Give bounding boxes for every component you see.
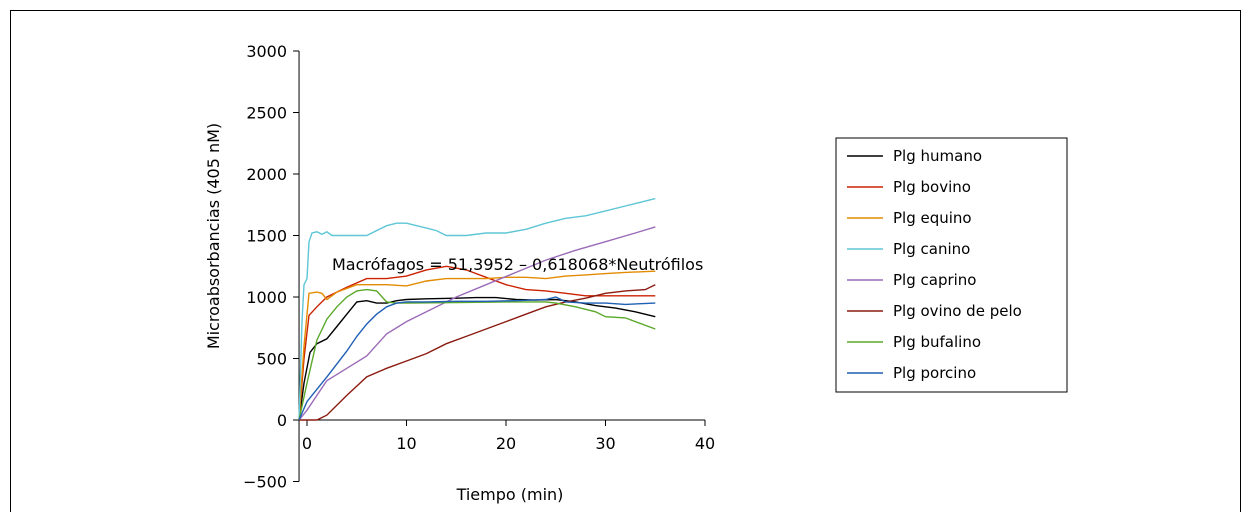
regression-annotation: Macrófagos = 51,3952 – 0,618068*Neutrófi… bbox=[332, 255, 703, 274]
x-tick-label: 40 bbox=[695, 434, 715, 453]
y-tick-label: −500 bbox=[243, 473, 287, 492]
legend-label: Plg bufalino bbox=[893, 333, 981, 351]
y-tick-label: 2500 bbox=[246, 104, 287, 123]
legend-box bbox=[835, 137, 1068, 393]
y-tick-label: 500 bbox=[256, 350, 287, 369]
legend-label: Plg canino bbox=[893, 240, 970, 258]
series-line-plg-porcino bbox=[298, 296, 656, 421]
y-tick-label: 3000 bbox=[246, 42, 287, 61]
x-tick-label: 0 bbox=[302, 434, 312, 453]
series-line-plg-caprino bbox=[298, 226, 656, 421]
series-line-plg-ovino-de-pelo bbox=[299, 284, 656, 421]
series-layer bbox=[298, 197, 656, 421]
series-line-plg-bovino bbox=[298, 265, 656, 421]
series-line-plg-humano bbox=[298, 296, 656, 421]
legend-label: Plg ovino de pelo bbox=[893, 302, 1022, 320]
x-tick-label: 30 bbox=[595, 434, 615, 453]
series-line-plg-canino bbox=[298, 197, 656, 421]
x-tick-label: 10 bbox=[396, 434, 416, 453]
legend-label: Plg porcino bbox=[893, 364, 976, 382]
legend-label: Plg caprino bbox=[893, 271, 976, 289]
y-tick-label: 0 bbox=[277, 411, 287, 430]
legend: Plg humano Plg bovino Plg equino Plg canino… bbox=[835, 137, 1068, 393]
x-tick-label: 20 bbox=[496, 434, 516, 453]
legend-label: Plg humano bbox=[893, 147, 982, 165]
y-tick-label: 1500 bbox=[246, 227, 287, 246]
y-tick-label: 2000 bbox=[246, 165, 287, 184]
legend-label: Plg bovino bbox=[893, 178, 971, 196]
x-axis-label: Tiempo (min) bbox=[456, 485, 564, 504]
chart-frame bbox=[10, 10, 1241, 512]
y-axis-label: Microabsorbancias (405 nM) bbox=[204, 123, 223, 349]
legend-label: Plg equino bbox=[893, 209, 972, 227]
series-line-plg-bufalino bbox=[298, 288, 656, 421]
axes: −500 0 500 1000 1500 2000 2500 3000 0 10 20 30 40 bbox=[243, 42, 715, 492]
y-tick-label: 1000 bbox=[246, 288, 287, 307]
series-line-plg-equino bbox=[298, 270, 656, 421]
